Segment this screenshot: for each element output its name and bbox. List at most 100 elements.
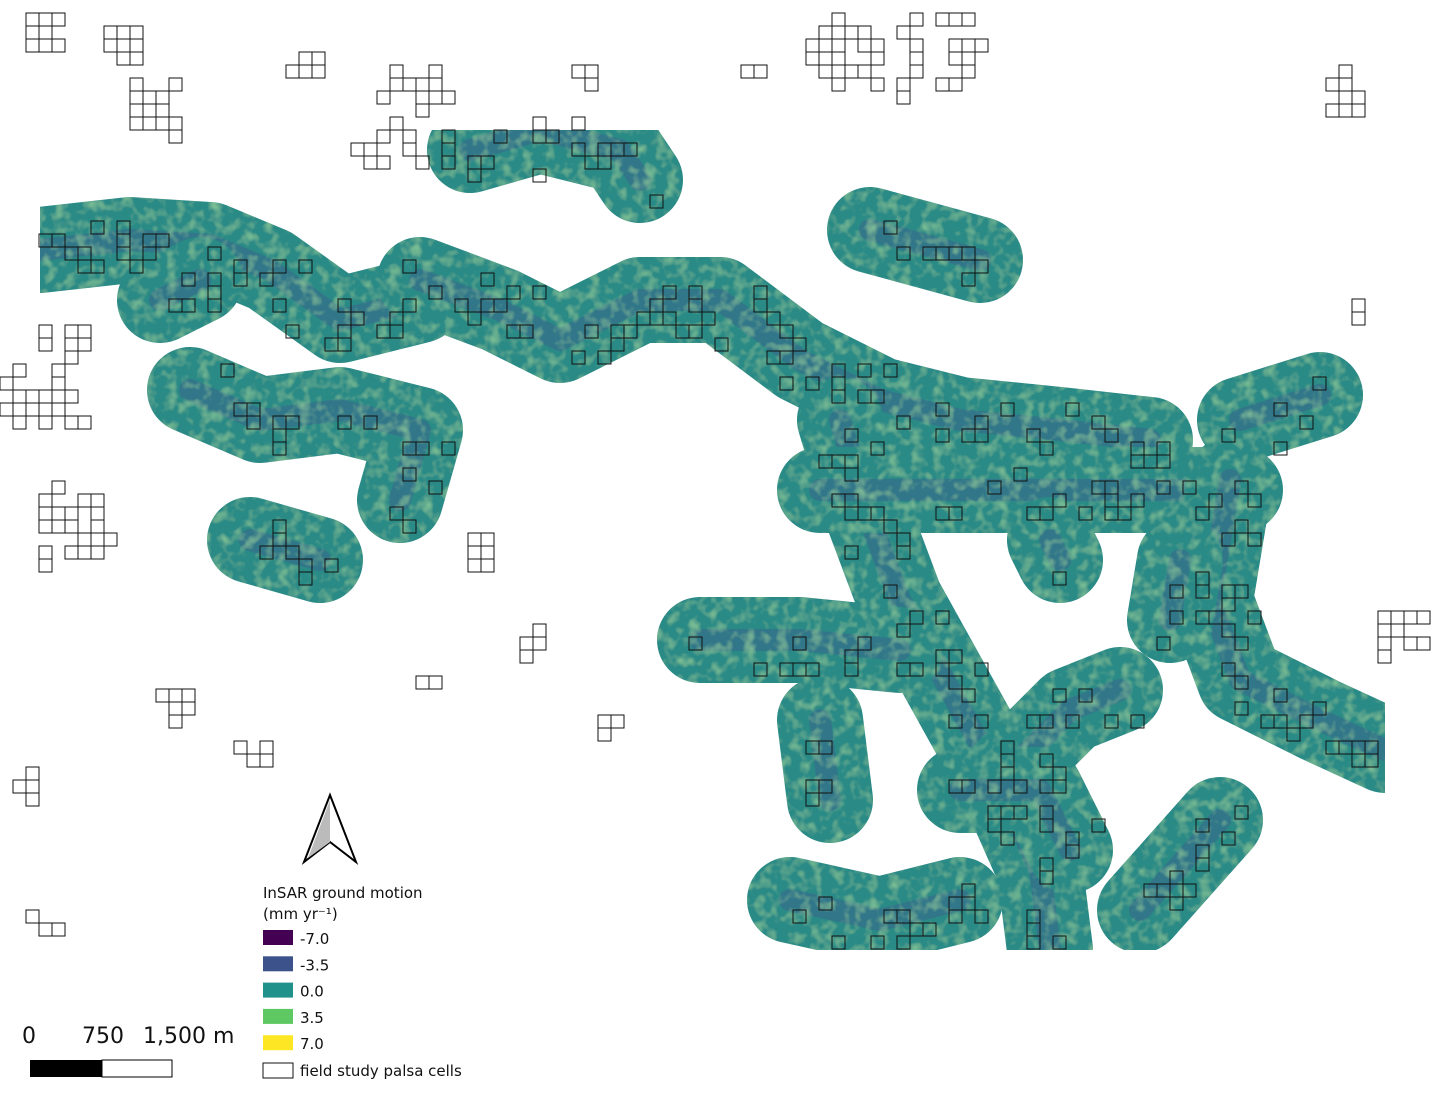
palsa-cell [12,402,27,417]
palsa-cell [1156,454,1171,469]
palsa-cell [1234,805,1249,820]
palsa-cell [1377,649,1392,664]
palsa-cell [402,142,417,157]
legend-unit: (mm yr⁻¹) [263,905,338,923]
palsa-cell [883,220,898,235]
palsa-cell [1390,623,1405,638]
palsa-cell [1208,610,1223,625]
scale-label: 0 [22,1024,36,1049]
palsa-cell [532,116,547,131]
palsa-cell [142,116,157,131]
palsa-cell [350,311,365,326]
palsa-cell [844,428,859,443]
palsa-cell [948,649,963,664]
palsa-cell [1338,77,1353,92]
palsa-cell [25,779,40,794]
palsa-cell [90,220,105,235]
palsa-cell [51,376,66,391]
palsa-cell [467,168,482,183]
palsa-cell [480,272,495,287]
palsa-cell [896,909,911,924]
palsa-cell [1221,623,1236,638]
palsa-cell [987,805,1002,820]
palsa-cell [1169,610,1184,625]
palsa-cell [1182,480,1197,495]
palsa-cell [116,233,131,248]
palsa-cell [753,662,768,677]
palsa-cell [610,714,625,729]
palsa-cell [272,532,287,547]
palsa-cell [844,649,859,664]
palsa-cell [870,77,885,92]
palsa-cell [25,792,40,807]
palsa-cell [402,467,417,482]
palsa-cell [38,12,53,27]
palsa-cell [961,883,976,898]
palsa-cell [480,532,495,547]
palsa-cell [753,298,768,313]
palsa-cell [519,649,534,664]
palsa-cell [1208,493,1223,508]
legend-title: InSAR ground motion [263,884,423,902]
palsa-cell [1351,311,1366,326]
palsa-cell [1169,870,1184,885]
palsa-cell [688,285,703,300]
palsa-cell [974,415,989,430]
palsa-cell [441,441,456,456]
palsa-cell [1130,493,1145,508]
palsa-cell [272,259,287,274]
palsa-cell [974,259,989,274]
palsa-cell [961,779,976,794]
palsa-cell [168,688,183,703]
palsa-cell [1390,610,1405,625]
palsa-cell [77,324,92,339]
palsa-cell [311,64,326,79]
palsa-cell [779,324,794,339]
palsa-cell [77,493,92,508]
palsa-cell [142,233,157,248]
palsa-cell [428,480,443,495]
palsa-cell [961,12,976,27]
palsa-cell [844,545,859,560]
palsa-cell [1325,740,1340,755]
palsa-cell [90,519,105,534]
palsa-cell [805,51,820,66]
palsa-cell [701,311,716,326]
palsa-cell [662,311,677,326]
palsa-cell [610,337,625,352]
palsa-cell [571,64,586,79]
palsa-cell [1221,662,1236,677]
palsa-cell [285,324,300,339]
palsa-cell [831,77,846,92]
raster-core [459,119,651,191]
palsa-cell [987,480,1002,495]
palsa-cell [1221,597,1236,612]
palsa-cell [1000,402,1015,417]
palsa-cell [1052,688,1067,703]
palsa-cell [129,51,144,66]
palsa-cell [857,506,872,521]
palsa-cell [896,77,911,92]
palsa-cell [1416,636,1431,651]
palsa-cell [233,272,248,287]
palsa-cell [1221,831,1236,846]
legend-cells-label: field study palsa cells [300,1062,462,1080]
palsa-cell [38,38,53,53]
palsa-cell [1052,571,1067,586]
palsa-cell [1156,883,1171,898]
palsa-cell [1195,818,1210,833]
palsa-cell [64,519,79,534]
palsa-cell [1026,922,1041,937]
palsa-cell [376,90,391,105]
palsa-cell [831,935,846,950]
palsa-cell [909,38,924,53]
palsa-cell [220,363,235,378]
palsa-cell [909,51,924,66]
palsa-cell [1273,714,1288,729]
palsa-cell [25,38,40,53]
palsa-cell [38,506,53,521]
palsa-cell [142,90,157,105]
palsa-cell [1065,844,1080,859]
palsa-cell [467,545,482,560]
palsa-cell [1234,701,1249,716]
